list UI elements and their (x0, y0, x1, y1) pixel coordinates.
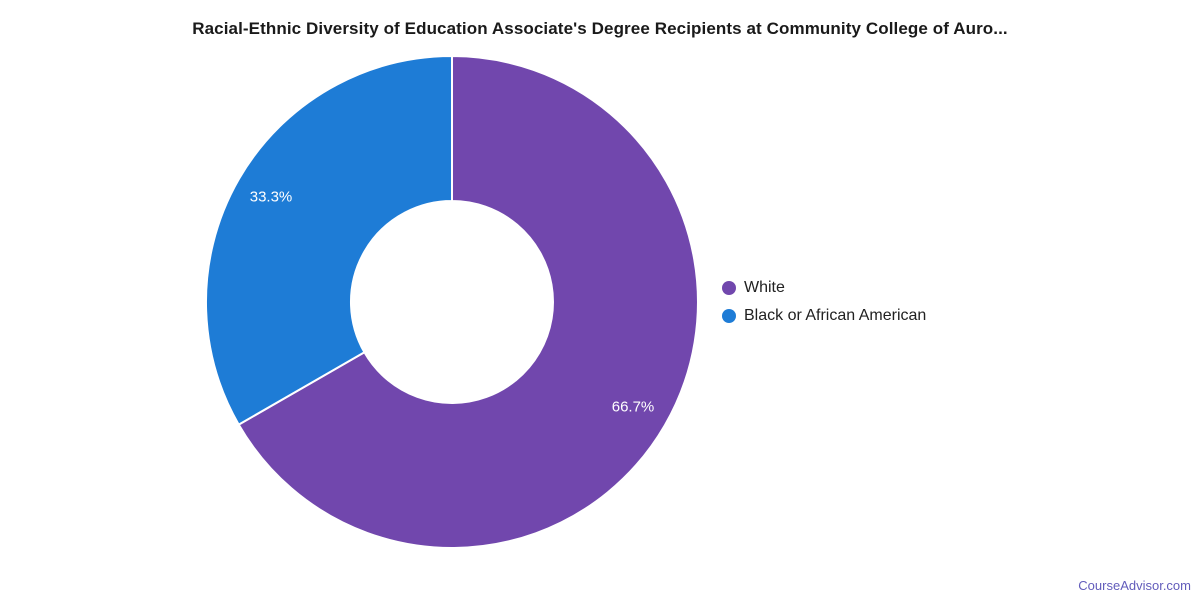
courseadvisor-link[interactable]: CourseAdvisor.com (1078, 578, 1191, 593)
chart-title: Racial-Ethnic Diversity of Education Ass… (192, 19, 1008, 38)
pie-slice-black-or-african-american[interactable] (204, 55, 453, 426)
legend: White Black or African American (722, 274, 926, 330)
legend-dot-white (722, 281, 736, 295)
legend-label-black-or-african-american: Black or African American (744, 307, 927, 324)
pie-slice-white[interactable] (237, 55, 699, 549)
legend-item-white[interactable]: White (722, 274, 926, 302)
legend-dot-black-or-african-american (722, 309, 736, 323)
legend-label-white: White (744, 279, 785, 296)
legend-item-black-or-african-american[interactable]: Black or African American (722, 302, 926, 330)
